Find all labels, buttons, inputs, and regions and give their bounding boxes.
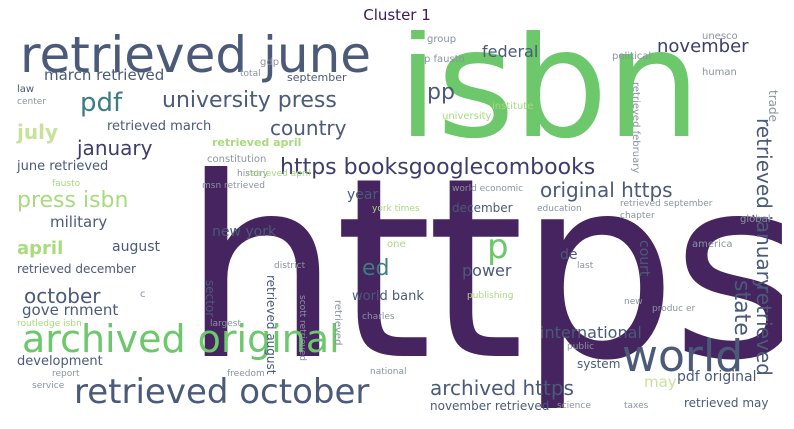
cloud-word: gove rnment	[22, 301, 119, 319]
cloud-word: system	[577, 357, 621, 371]
cloud-word: april	[17, 238, 64, 259]
cloud-word: york times	[372, 204, 420, 214]
cloud-word: year	[347, 187, 379, 203]
cloud-word: march retrieved	[44, 66, 165, 84]
cloud-word: c	[140, 289, 146, 300]
cloud-word: global	[740, 214, 771, 225]
cloud-word: university press	[162, 88, 337, 113]
cloud-word: december	[452, 201, 513, 215]
cloud-word: august	[112, 239, 160, 255]
cloud-word: november retrieved	[430, 399, 550, 413]
cloud-word: unesco	[702, 31, 738, 42]
cloud-word: court	[636, 240, 652, 277]
cloud-word: law	[17, 84, 35, 95]
cloud-word: retrieved june	[20, 30, 372, 84]
cloud-word: june retrieved	[17, 159, 109, 174]
word-cloud: https isbn retrieved june archived original…	[12, 30, 782, 420]
cloud-word: isbn	[397, 30, 701, 172]
cloud-word: archived original	[22, 317, 340, 361]
cloud-word: constitution	[207, 154, 267, 165]
cloud-word: retrieved october	[74, 372, 370, 412]
cloud-word: pp	[427, 80, 455, 105]
cloud-word: retrieved may	[684, 396, 769, 410]
cloud-word: one	[387, 239, 406, 250]
cloud-word: district	[274, 261, 306, 271]
cloud-word: chapter	[620, 211, 655, 221]
cloud-word: january	[77, 136, 153, 160]
cloud-word: produc er	[652, 304, 696, 314]
cloud-word: original https	[540, 178, 673, 202]
cloud-word: https booksgooglecombooks	[280, 155, 596, 180]
cloud-word: october	[24, 284, 101, 308]
cloud-word: archived https	[430, 376, 574, 400]
cloud-word: university	[442, 111, 492, 122]
cloud-word: last	[577, 261, 594, 271]
cloud-word: national	[370, 367, 407, 377]
cloud-word: human	[702, 67, 737, 78]
cloud-word: country	[270, 116, 347, 140]
cloud-word: world economic	[452, 184, 524, 194]
cloud-word: p fausto	[424, 54, 465, 65]
cloud-word: publishing	[467, 291, 514, 301]
cloud-word: world bank	[352, 289, 424, 304]
cloud-word: november	[657, 36, 749, 57]
cloud-word: military	[50, 213, 108, 231]
cloud-word: education	[537, 204, 582, 214]
cloud-word: federal	[482, 42, 539, 61]
cloud-word: routledge isbn	[17, 319, 82, 329]
cloud-word: freedom	[227, 369, 265, 379]
cloud-word: group	[427, 34, 457, 45]
cloud-word: p	[487, 227, 509, 267]
cloud-word: america	[692, 239, 733, 250]
cloud-word: new york	[212, 224, 277, 240]
cloud-word: msn retrieved	[202, 181, 265, 191]
cloud-word: retrieved	[332, 300, 343, 346]
cloud-word: de	[560, 247, 578, 263]
cloud-word: sector	[203, 280, 217, 318]
cloud-word: may	[644, 373, 677, 391]
cloud-word: press isbn	[17, 188, 129, 213]
cloud-word: total	[240, 69, 261, 79]
cloud-word: report	[52, 369, 80, 379]
cloud-word: scott retrieved	[297, 295, 307, 361]
cloud-word: retrieved december	[17, 262, 136, 276]
cloud-word: fausto	[52, 179, 81, 189]
cloud-word: retrieved february	[630, 82, 641, 174]
cloud-word: largest	[210, 319, 242, 329]
cloud-word: power	[462, 261, 512, 280]
cloud-word: development	[17, 354, 103, 369]
cloud-word: public	[567, 342, 595, 352]
cloud-word: retrieved april	[212, 136, 302, 149]
cloud-word: pdf	[80, 88, 123, 118]
chart-title: Cluster 1	[363, 6, 431, 24]
cloud-word: world	[622, 331, 744, 382]
cloud-word: ed	[362, 256, 390, 281]
cloud-word: july	[17, 120, 58, 144]
cloud-word: retrieved march	[107, 119, 212, 134]
cloud-word: history	[237, 169, 268, 179]
cloud-word: gdp	[260, 57, 280, 68]
cloud-word: https	[182, 124, 782, 415]
cloud-word: international	[540, 323, 642, 342]
cloud-word: new	[624, 297, 643, 307]
cloud-word: retrieved	[752, 285, 776, 376]
cloud-word: institute	[492, 101, 534, 112]
cloud-word: science	[557, 401, 591, 411]
cloud-word: retrieved august	[264, 275, 278, 375]
cloud-word: service	[32, 381, 65, 391]
cloud-word: center	[17, 97, 46, 107]
cloud-word: state	[729, 280, 754, 336]
cloud-word: trade	[766, 90, 780, 122]
cloud-word: political	[612, 51, 652, 62]
cloud-word: pdf original	[677, 369, 757, 385]
cloud-word: charles	[362, 312, 395, 322]
cloud-word: taxes	[624, 401, 649, 411]
cloud-word: retrieved september	[620, 199, 713, 209]
cloud-word: retrieved january	[752, 118, 776, 291]
cloud-word: retrieved april	[247, 169, 311, 179]
cloud-word: september	[287, 71, 347, 84]
